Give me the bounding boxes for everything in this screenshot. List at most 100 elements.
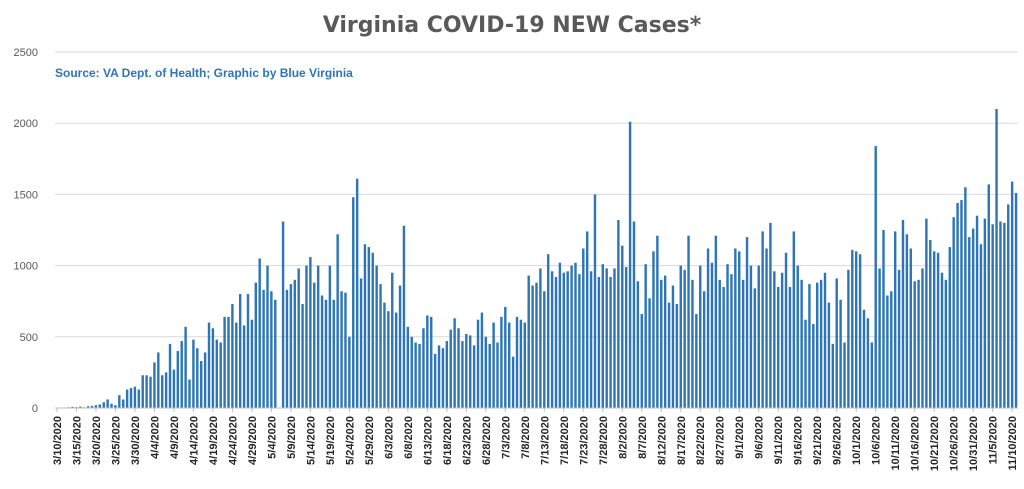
bar [492, 322, 495, 408]
bar [488, 343, 491, 408]
bar [808, 284, 811, 408]
bar [316, 265, 320, 408]
x-tick-label: 9/11/2020 [773, 416, 785, 464]
bar [987, 184, 990, 408]
bar [433, 353, 437, 408]
bar [862, 309, 866, 408]
bar [578, 274, 581, 408]
bar [788, 286, 792, 408]
bar [691, 279, 694, 408]
bar [886, 295, 889, 408]
bar [527, 275, 530, 408]
bar [161, 375, 164, 408]
x-tick-label: 7/18/2020 [559, 416, 571, 465]
bar [387, 311, 390, 408]
bar [648, 298, 651, 408]
bar [909, 248, 912, 408]
x-tick-label: 7/3/2020 [500, 416, 512, 459]
bar [558, 262, 562, 408]
bar [769, 222, 772, 408]
x-tick-label: 6/23/2020 [461, 416, 473, 465]
bar [348, 336, 351, 408]
bar [913, 281, 916, 408]
bar [948, 247, 951, 408]
bar [741, 279, 745, 408]
bar [476, 319, 480, 408]
bar [270, 291, 273, 408]
x-tick-label: 5/4/2020 [266, 416, 278, 459]
bar [960, 200, 963, 408]
bar [550, 271, 554, 408]
bar [153, 362, 156, 408]
x-tick-label: 5/24/2020 [344, 416, 356, 465]
x-tick-label: 4/29/2020 [247, 416, 259, 465]
x-tick-label: 5/9/2020 [286, 416, 298, 459]
bar [546, 254, 550, 408]
bar [940, 272, 944, 408]
bar [371, 252, 374, 408]
x-tick-label: 4/24/2020 [227, 416, 239, 465]
x-tick-label: 7/28/2020 [598, 416, 610, 465]
bar [402, 225, 406, 408]
bar [585, 231, 589, 408]
x-tick-label: 10/21/2020 [929, 416, 941, 471]
bar [324, 299, 328, 408]
bar [383, 302, 386, 408]
bar [355, 178, 359, 408]
bar [118, 395, 121, 408]
x-tick-label: 7/8/2020 [520, 416, 532, 459]
bar [702, 291, 706, 408]
x-tick-label: 8/2/2020 [617, 416, 629, 459]
chart-title: Virginia COVID-19 NEW Cases* [323, 13, 702, 38]
bar [644, 264, 647, 408]
bar [238, 294, 242, 408]
x-tick-label: 10/31/2020 [968, 416, 980, 471]
x-tick-label: 5/14/2020 [305, 416, 317, 465]
bar [281, 221, 285, 408]
x-axis-ticks: 3/10/2020 3/15/2020 3/20/2020 3/25/2020 3/30… [52, 408, 1019, 471]
bars [55, 108, 1018, 409]
bar [983, 218, 987, 408]
bar [430, 316, 433, 408]
x-tick-label: 5/29/2020 [364, 416, 376, 465]
bar [332, 299, 335, 408]
bar [847, 269, 850, 408]
bar [921, 268, 924, 408]
bar [406, 326, 410, 408]
bar [652, 251, 655, 408]
bar [1014, 192, 1018, 408]
bar [890, 291, 893, 408]
bar [858, 254, 862, 408]
bar [624, 267, 628, 408]
x-tick-label: 6/28/2020 [481, 416, 493, 465]
bar [98, 404, 102, 408]
bar [835, 278, 838, 408]
bar [882, 230, 885, 408]
bar [180, 341, 183, 408]
x-tick-label: 9/1/2020 [734, 416, 746, 459]
bar [804, 319, 807, 408]
bar [496, 342, 499, 408]
bar [812, 323, 815, 408]
bar [613, 268, 616, 408]
bar [320, 295, 324, 408]
bar [242, 325, 246, 408]
x-tick-label: 10/11/2020 [890, 416, 902, 470]
bar [554, 276, 558, 408]
bar [851, 249, 854, 408]
x-tick-label: 8/7/2020 [637, 416, 649, 459]
x-tick-label: 8/22/2020 [695, 416, 707, 465]
bar [683, 269, 686, 408]
bar [936, 252, 940, 408]
x-tick-label: 11/10/2020 [1007, 416, 1019, 470]
bar [231, 304, 234, 408]
x-tick-label: 4/14/2020 [188, 416, 200, 465]
x-tick-label: 5/19/2020 [325, 416, 337, 465]
bar [710, 262, 714, 408]
bar [687, 235, 690, 408]
bar [149, 376, 152, 408]
bar [266, 265, 269, 408]
bar [609, 276, 612, 408]
bar [137, 389, 141, 408]
